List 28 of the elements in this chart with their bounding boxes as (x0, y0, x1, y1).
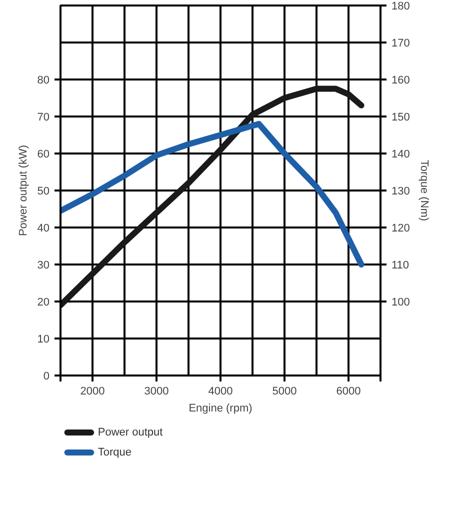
y2-tick-label: 150 (392, 112, 410, 124)
y2-axis-title: Torque (Nm) (418, 160, 430, 222)
y2-tick-label: 120 (392, 222, 410, 234)
y-tick-label: 80 (37, 74, 50, 86)
y-tick-label: 30 (37, 260, 50, 272)
x-tick-label: 3000 (144, 386, 169, 398)
y2-tick-label: 130 (392, 186, 410, 198)
y2-tick-label: 110 (392, 260, 410, 272)
y-tick-label: 0 (43, 370, 50, 382)
y-tick-label: 40 (37, 222, 50, 234)
y2-tick-label: 100 (392, 296, 410, 308)
y2-tick-label: 160 (392, 74, 410, 86)
y2-tick-label: 180 (392, 0, 410, 12)
x-tick-label: 4000 (208, 386, 233, 398)
legend-label: Power output (98, 426, 163, 438)
y-axis-title: Power output (kW) (17, 144, 30, 236)
y-tick-label: 60 (37, 148, 50, 160)
legend-label: Torque (98, 446, 132, 458)
x-tick-label: 6000 (336, 386, 361, 398)
x-tick-label: 2000 (80, 386, 105, 398)
y2-tick-label: 140 (392, 148, 410, 160)
y2-tick-label: 170 (392, 38, 410, 50)
y-tick-label: 10 (37, 334, 50, 346)
y-tick-label: 50 (37, 186, 50, 198)
x-axis-title: Engine (rpm) (188, 402, 252, 414)
x-tick-label: 5000 (272, 386, 297, 398)
y-tick-label: 70 (37, 112, 50, 124)
y-tick-label: 20 (37, 296, 50, 308)
